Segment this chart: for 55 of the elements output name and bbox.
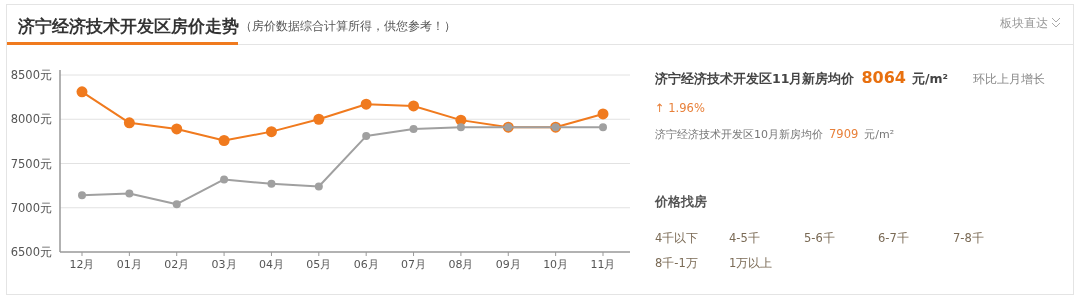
point (313, 113, 325, 125)
chart-title: 济宁经济技术开发区房价走势 (17, 16, 239, 36)
y-tick-label: 7000元 (10, 200, 52, 215)
point (265, 126, 277, 138)
point (78, 191, 86, 200)
x-tick-label: 03月 (211, 258, 237, 271)
x-tick-label: 10月 (543, 258, 569, 271)
text: 价格找房 (654, 194, 707, 209)
x-tick-label: 04月 (258, 258, 284, 271)
text: 济宁经济技术开发区10月新房均价 (655, 128, 823, 141)
text: 8千-1万 (655, 256, 698, 270)
point (171, 123, 183, 135)
x-tick-label: 11月 (590, 258, 616, 271)
point (599, 123, 607, 132)
point (360, 98, 372, 110)
text: 7-8千 (953, 231, 984, 245)
point (218, 134, 230, 146)
x-tick-label: 01月 (116, 258, 142, 271)
point (172, 200, 181, 209)
point (409, 124, 418, 133)
text: 济宁经济技术开发区11月新房均价 (654, 71, 856, 86)
text: 6-7千 (878, 231, 909, 245)
x-tick-label: 12月 (69, 258, 95, 271)
text: 4-5千 (729, 231, 760, 245)
y-tick-label: 8000元 (10, 112, 52, 127)
text: 1万以上 (729, 256, 773, 270)
x-tick-label: 05月 (306, 258, 332, 271)
point (597, 108, 609, 120)
x-tick-label: 02月 (164, 258, 190, 271)
point (456, 123, 465, 132)
chart-subtitle: （房价数据综合计算所得，供您参考！） (240, 19, 456, 33)
text: 4千以下 (655, 231, 699, 245)
point (314, 182, 323, 191)
text: 环比上月增长 (973, 72, 1045, 86)
point (362, 132, 371, 141)
x-tick-label: 06月 (353, 258, 379, 271)
point (125, 189, 134, 198)
x-tick-label: 07月 (401, 258, 427, 271)
text: 元/m² (864, 128, 895, 141)
text: ↑ 1.96% (655, 101, 705, 115)
point (408, 100, 420, 112)
point (123, 117, 135, 129)
point (220, 175, 229, 184)
text: 5-6千 (804, 231, 835, 245)
point (267, 179, 276, 188)
point (76, 86, 88, 98)
y-tick-label: 6500元 (10, 245, 52, 259)
text: 板块直达 (999, 16, 1048, 30)
text: 7909 (829, 127, 859, 141)
y-tick-label: 7500元 (10, 156, 52, 171)
text: 8064 (861, 68, 906, 87)
text: 元/m² (910, 71, 948, 86)
x-tick-label: 08月 (448, 258, 474, 271)
y-tick-label: 8500元 (10, 68, 52, 82)
x-tick-label: 09月 (495, 258, 521, 271)
